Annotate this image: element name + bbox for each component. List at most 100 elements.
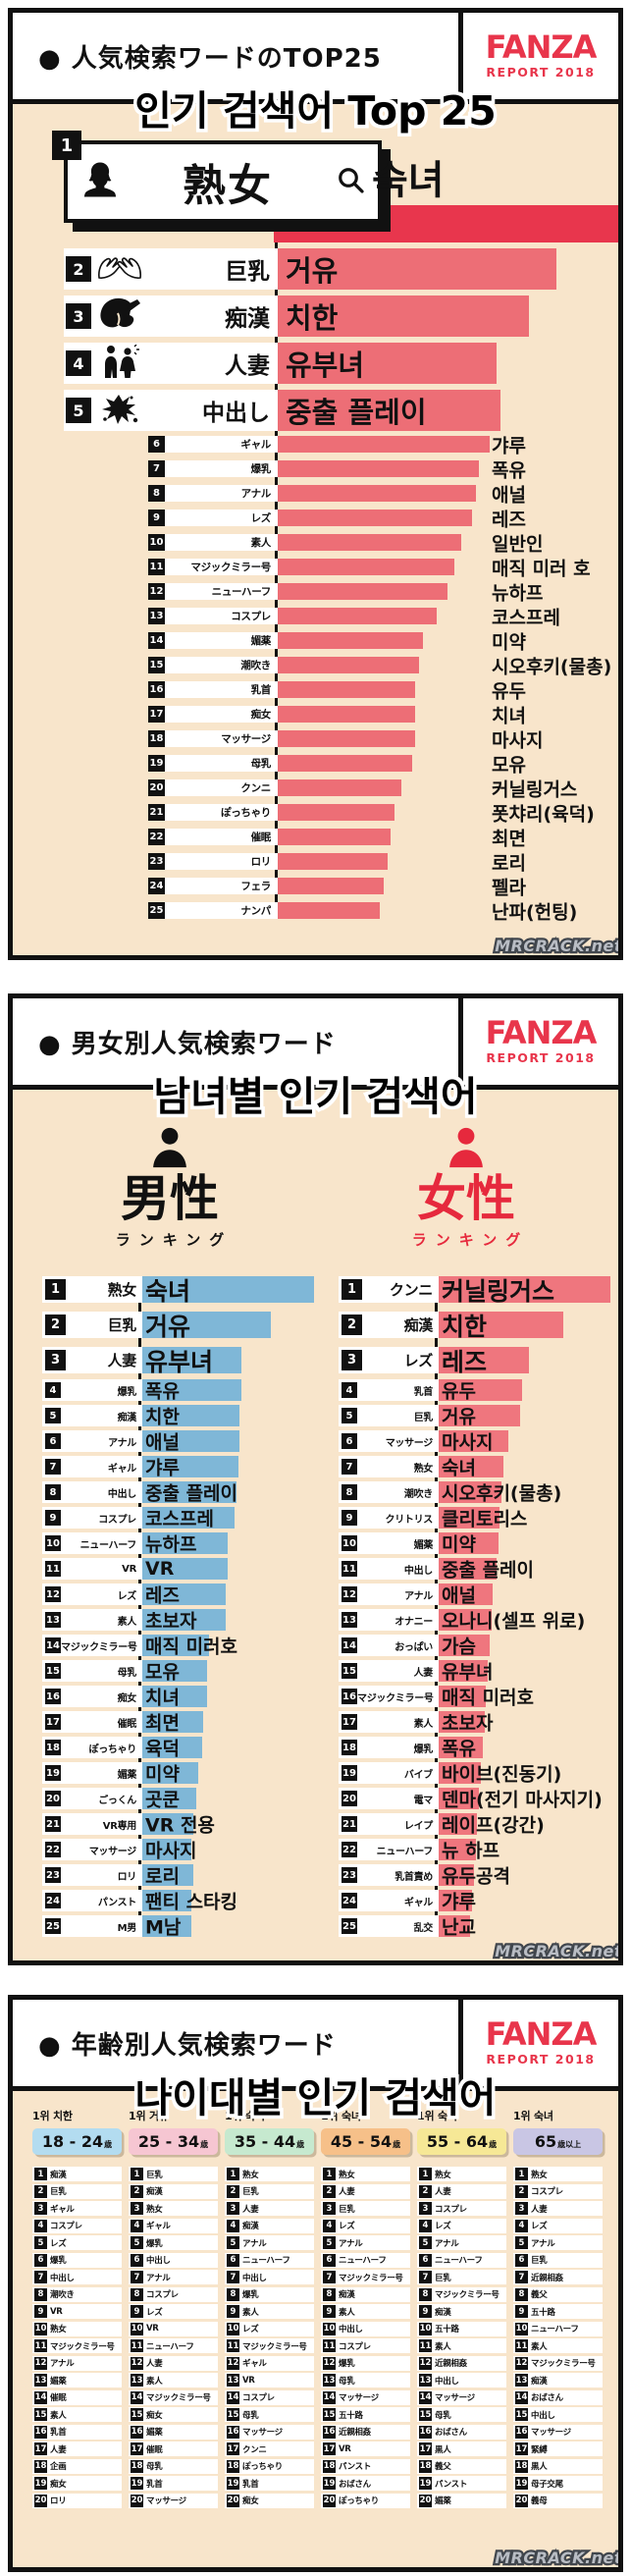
- keyword-kr: VR: [145, 1558, 175, 1580]
- female-header: 女性 ランキング: [329, 1124, 604, 1250]
- rank-badge: 6: [323, 2253, 336, 2267]
- rank-row: 6 ニューハーフ: [225, 2252, 314, 2268]
- rank-badge: 18: [131, 2459, 143, 2473]
- rank-badge: 13: [419, 2374, 432, 2387]
- age-top-keyword: 1위 치한: [32, 2110, 73, 2122]
- rank-badge: 18: [515, 2459, 528, 2473]
- keyword-kr: 코스프레: [492, 607, 560, 628]
- rank-row: 17 痴女 치녀: [13, 705, 618, 726]
- rank-badge: 8: [148, 485, 165, 502]
- age-range: 45 - 54: [330, 2132, 393, 2151]
- rank-row: 1 痴漢: [32, 2167, 122, 2181]
- keyword-kr: 오나니(셀프 위로): [442, 1610, 586, 1633]
- rank-row: 25 M男 M남: [13, 1915, 317, 1939]
- panel-title-kr: 나이대별 인기 검색어: [131, 2071, 500, 2125]
- keyword-jp: 爆乳: [242, 2290, 259, 2300]
- rank-row: 4 レズ: [417, 2218, 506, 2233]
- rank-row: 2 巨乳 거유: [13, 248, 618, 290]
- fanza-report-text: REPORT 2018: [486, 64, 596, 80]
- keyword-jp: 素人: [146, 2376, 163, 2387]
- rank-badge: 18: [419, 2459, 432, 2473]
- rank-row: 12 近親相姦: [417, 2355, 506, 2371]
- keyword-jp: 巨乳: [531, 2256, 548, 2266]
- rank-row: 9 クリトリス 클리토리스: [309, 1507, 613, 1530]
- fanza-report-text: REPORT 2018: [486, 1049, 596, 1065]
- rank-row: 11 マジックミラー号: [225, 2338, 314, 2353]
- rank-row: 16 近親相姦: [321, 2424, 410, 2440]
- rank-badge: 4: [342, 1382, 357, 1398]
- rank-row: 9 コスプレ 코스프레: [13, 1507, 317, 1530]
- keyword-jp: 五十路: [531, 2307, 555, 2318]
- female-top-rows: 1 クンニ 커닐링거스 2 痴漢 치한: [309, 1276, 613, 1376]
- keyword-jp: 乳首: [413, 1386, 434, 1398]
- rank-row: 12 アナル 애널: [309, 1583, 613, 1607]
- panel-title-kr: 인기 검색어 Top 25: [131, 84, 500, 138]
- rank-row: 5 中出し 중출 플레이: [13, 390, 618, 431]
- keyword-jp: 人妻: [146, 2359, 163, 2369]
- rank-row: 5 アナル: [417, 2235, 506, 2250]
- rank-row: 7 ギャル 갸루: [13, 1456, 317, 1479]
- rank-row: 5 レズ: [32, 2235, 122, 2250]
- keyword-kr: 매직 미러호: [442, 1687, 535, 1709]
- rank-row: 19 媚薬 미약: [13, 1762, 317, 1786]
- rank-badge: 17: [45, 1714, 61, 1730]
- rank-badge: 17: [419, 2442, 432, 2455]
- rank-badge: 15: [45, 1663, 61, 1679]
- rank-row: 23 乳首責め 유두공격: [309, 1864, 613, 1888]
- rank-row: 16 おばさん: [417, 2424, 506, 2440]
- rank-row: 7 爆乳 폭유: [13, 459, 618, 481]
- keyword-kr: 곳쿤: [145, 1789, 180, 1811]
- rank-badge: 5: [34, 2236, 47, 2249]
- rank-row: 3 ギャル: [32, 2201, 122, 2216]
- rank-row: 4 ギャル: [129, 2218, 218, 2233]
- keyword-kr: 마사지: [442, 1431, 494, 1454]
- rank-row: 13 素人: [129, 2373, 218, 2388]
- panel-gender: ● 男女別人気検索ワード FANZA REPORT 2018 남녀별 인기 검색…: [8, 993, 623, 1965]
- rank-row: 3 人妻 유부녀: [13, 1347, 317, 1376]
- keyword-jp: VR: [242, 2375, 255, 2386]
- keyword-jp: マジックミラー号: [339, 2273, 403, 2283]
- rank-row: 14 マジックミラー号: [129, 2389, 218, 2405]
- rank-badge: 12: [419, 2356, 432, 2370]
- rank-badge: 21: [342, 1816, 357, 1832]
- rank-badge: 11: [45, 1561, 61, 1577]
- male-sublabel: ランキング: [115, 1230, 234, 1249]
- keyword-jp: 母乳: [339, 2376, 355, 2387]
- keyword-kr: 유부녀: [442, 1661, 494, 1684]
- keyword-jp: ロリ: [50, 2496, 67, 2506]
- rank-row: 3 レズ 레즈: [309, 1347, 613, 1376]
- keyword-jp: 人妻: [107, 1352, 137, 1369]
- rank-row: 16 マジックミラー号 매직 미러호: [309, 1686, 613, 1709]
- rank-badge: 17: [131, 2442, 143, 2455]
- keyword-jp: マジックミラー号: [531, 2359, 596, 2369]
- rank1-kr: 숙녀: [372, 158, 445, 203]
- keyword-kr: 유두: [492, 680, 526, 702]
- rank-badge: 4: [34, 2219, 47, 2232]
- rank-badge: 4: [131, 2219, 143, 2232]
- rank-row: 16 マッサージ: [513, 2424, 603, 2440]
- rank-badge: 20: [419, 2494, 432, 2507]
- age-top-keyword: 1위 숙녀: [321, 2110, 361, 2122]
- keyword-jp: 痴女: [242, 2496, 259, 2506]
- rank-row: 14 媚薬 미약: [13, 631, 618, 653]
- rank-badge: 6: [148, 436, 165, 453]
- keyword-jp: 催眠: [250, 832, 272, 843]
- rank-badge: 13: [45, 1612, 61, 1628]
- keyword-jp: マジックミラー号: [435, 2290, 500, 2300]
- keyword-jp: 乳首: [50, 2428, 67, 2438]
- keyword-jp: マッサージ: [531, 2428, 571, 2438]
- keyword-jp: VR専用: [102, 1820, 137, 1832]
- keyword-jp: マッサージ: [221, 733, 271, 745]
- rank-badge: 10: [148, 534, 165, 551]
- keyword-kr: 폿챠리(육덕): [492, 803, 595, 825]
- rank-row: 10 ニューハーフ 뉴하프: [13, 1532, 317, 1556]
- keyword-jp: 爆乳: [50, 2256, 67, 2266]
- korean-title-wrap: 나이대별 인기 검색어: [13, 2065, 618, 2125]
- keyword-jp: マジックミラー号: [61, 1641, 137, 1653]
- keyword-jp: コスプレ: [50, 2222, 82, 2231]
- rank-badge: 15: [131, 2408, 143, 2421]
- rank-row: 14 マッサージ: [321, 2389, 410, 2405]
- keyword-jp: マジックミラー号: [146, 2393, 211, 2403]
- rank-row: 4 人妻 유부녀: [13, 343, 618, 384]
- rank-row: 15 中出し: [513, 2407, 603, 2422]
